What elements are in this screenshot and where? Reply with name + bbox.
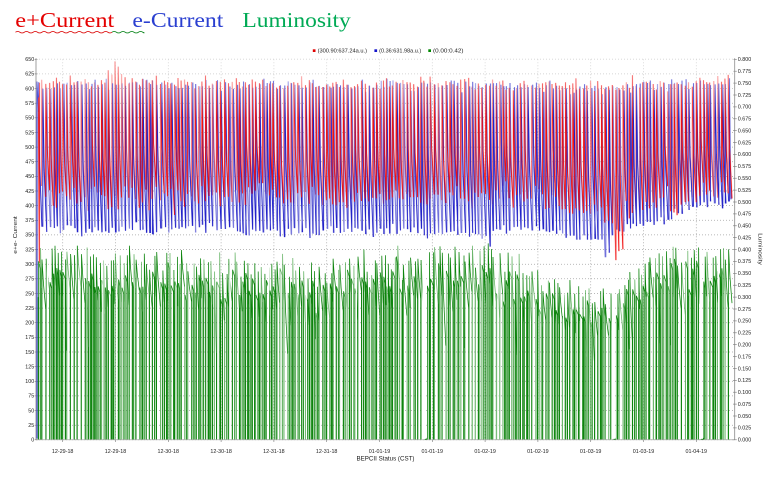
svg-text:0.450: 0.450 (738, 224, 751, 230)
svg-text:0.725: 0.725 (738, 93, 751, 99)
svg-text:550: 550 (25, 116, 34, 122)
svg-text:0.300: 0.300 (738, 295, 751, 301)
svg-text:0.650: 0.650 (738, 128, 751, 134)
svg-text:01-02-19: 01-02-19 (527, 449, 549, 455)
svg-text:0.125: 0.125 (738, 378, 751, 384)
svg-text:12-31-18: 12-31-18 (316, 449, 338, 455)
svg-text:(0.36:631.98a.u.): (0.36:631.98a.u.) (379, 49, 421, 55)
svg-text:(0.00:0.42): (0.00:0.42) (433, 49, 464, 55)
svg-text:425: 425 (25, 189, 34, 195)
svg-text:400: 400 (25, 203, 34, 209)
svg-text:600: 600 (25, 86, 34, 92)
svg-text:12-31-18: 12-31-18 (263, 449, 285, 455)
svg-text:Luminosity: Luminosity (242, 8, 351, 32)
svg-text:0.500: 0.500 (738, 200, 751, 206)
svg-text:375: 375 (25, 218, 34, 224)
svg-text:650: 650 (25, 57, 34, 63)
svg-text:150: 150 (25, 350, 34, 356)
svg-text:0.025: 0.025 (738, 426, 751, 432)
svg-text:0.000: 0.000 (738, 438, 751, 444)
svg-text:01-02-19: 01-02-19 (474, 449, 496, 455)
svg-text:0.350: 0.350 (738, 271, 751, 277)
svg-text:625: 625 (25, 72, 34, 78)
svg-text:0.625: 0.625 (738, 140, 751, 146)
svg-text:0.175: 0.175 (738, 354, 751, 360)
svg-text:0.150: 0.150 (738, 366, 751, 372)
svg-text:12-30-18: 12-30-18 (158, 449, 180, 455)
svg-text:250: 250 (25, 291, 34, 297)
svg-text:0.075: 0.075 (738, 402, 751, 408)
svg-text:100: 100 (25, 379, 34, 385)
svg-text:12-29-18: 12-29-18 (52, 449, 74, 455)
svg-text:e+e- Current: e+e- Current (13, 216, 19, 254)
svg-text:0.700: 0.700 (738, 105, 751, 111)
svg-text:125: 125 (25, 364, 34, 370)
svg-text:300: 300 (25, 262, 34, 268)
svg-text:175: 175 (25, 335, 34, 341)
svg-text:BEPCII Status (CST): BEPCII Status (CST) (357, 455, 415, 462)
svg-text:0: 0 (31, 438, 34, 444)
svg-text:e+Current: e+Current (15, 8, 114, 32)
svg-text:200: 200 (25, 321, 34, 327)
svg-text:e-Current: e-Current (132, 8, 223, 32)
svg-text:350: 350 (25, 233, 34, 239)
svg-text:Luminosity: Luminosity (756, 233, 762, 265)
svg-text:450: 450 (25, 174, 34, 180)
svg-text:0.400: 0.400 (738, 247, 751, 253)
svg-text:0.675: 0.675 (738, 117, 751, 123)
svg-text:0.050: 0.050 (738, 414, 751, 420)
svg-text:01-04-19: 01-04-19 (686, 449, 708, 455)
svg-text:0.600: 0.600 (738, 152, 751, 158)
svg-text:50: 50 (28, 408, 34, 414)
svg-text:0.325: 0.325 (738, 283, 751, 289)
svg-text:0.800: 0.800 (738, 57, 751, 63)
svg-text:0.375: 0.375 (738, 259, 751, 265)
svg-text:0.775: 0.775 (738, 69, 751, 75)
svg-text:0.525: 0.525 (738, 188, 751, 194)
svg-text:01-01-19: 01-01-19 (422, 449, 444, 455)
svg-text:225: 225 (25, 306, 34, 312)
svg-text:(300.90:637.24a.u.): (300.90:637.24a.u.) (318, 49, 368, 55)
svg-text:325: 325 (25, 247, 34, 253)
svg-text:75: 75 (28, 394, 34, 400)
svg-text:275: 275 (25, 277, 34, 283)
svg-text:0.200: 0.200 (738, 343, 751, 349)
svg-text:01-03-19: 01-03-19 (580, 449, 602, 455)
svg-text:01-03-19: 01-03-19 (633, 449, 655, 455)
svg-text:575: 575 (25, 101, 34, 107)
svg-text:25: 25 (28, 423, 34, 429)
svg-text:0.250: 0.250 (738, 319, 751, 325)
svg-text:12-29-18: 12-29-18 (105, 449, 127, 455)
svg-text:525: 525 (25, 130, 34, 136)
svg-text:0.425: 0.425 (738, 236, 751, 242)
svg-text:0.475: 0.475 (738, 212, 751, 218)
svg-text:0.750: 0.750 (738, 81, 751, 87)
svg-text:0.550: 0.550 (738, 176, 751, 182)
svg-text:0.275: 0.275 (738, 307, 751, 313)
svg-text:475: 475 (25, 160, 34, 166)
svg-text:01-01-19: 01-01-19 (369, 449, 391, 455)
svg-text:0.100: 0.100 (738, 390, 751, 396)
svg-text:0.575: 0.575 (738, 164, 751, 170)
svg-text:12-30-18: 12-30-18 (210, 449, 232, 455)
svg-text:500: 500 (25, 145, 34, 151)
svg-text:0.225: 0.225 (738, 331, 751, 337)
